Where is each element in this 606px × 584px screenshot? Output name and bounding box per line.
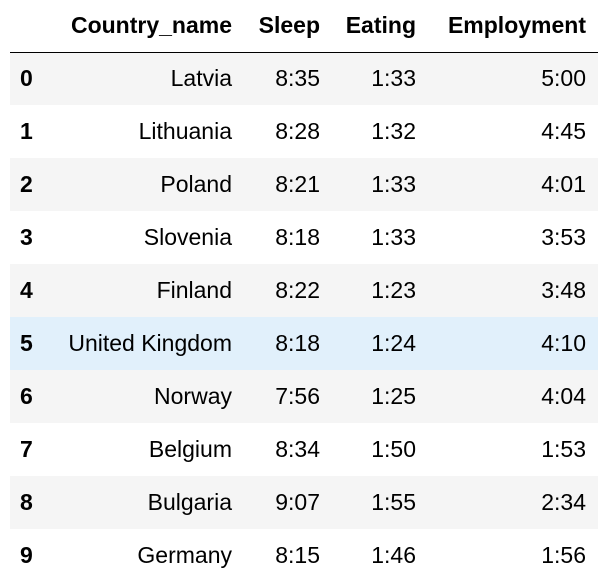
cell-eating: 1:24 bbox=[371, 330, 416, 356]
cell-sleep: 8:21 bbox=[275, 171, 320, 197]
cell-employment: 4:04 bbox=[541, 383, 586, 409]
cell-country-name: Finland bbox=[156, 277, 232, 303]
row-index: 9 bbox=[20, 542, 33, 568]
cell-country-name: Latvia bbox=[170, 65, 232, 92]
cell-sleep: 8:34 bbox=[275, 436, 320, 462]
index-header bbox=[10, 0, 48, 53]
cell-employment: 4:01 bbox=[541, 171, 586, 197]
column-header-eating: Eating bbox=[332, 0, 428, 53]
table-row: 6 Norway 7:56 1:25 4:04 bbox=[10, 370, 598, 423]
cell-employment: 1:53 bbox=[541, 436, 586, 462]
cell-eating: 1:23 bbox=[371, 277, 416, 303]
cell-eating: 1:25 bbox=[371, 383, 416, 409]
row-index: 4 bbox=[20, 277, 33, 303]
cell-country-name: Belgium bbox=[148, 436, 232, 462]
row-index: 6 bbox=[20, 383, 33, 409]
cell-eating: 1:46 bbox=[371, 542, 416, 568]
cell-eating: 1:50 bbox=[371, 436, 416, 462]
cell-sleep: 8:15 bbox=[275, 542, 320, 568]
data-table: Country_name Sleep Eating Employment 0 La… bbox=[10, 0, 598, 582]
table-row: 2 Poland 8:21 1:33 4:01 bbox=[10, 158, 598, 211]
cell-country-name: Poland bbox=[160, 171, 232, 197]
table-header: Country_name Sleep Eating Employment bbox=[10, 0, 598, 53]
cell-employment: 4:10 bbox=[541, 330, 586, 356]
cell-eating: 1:33 bbox=[371, 224, 416, 250]
cell-sleep: 8:28 bbox=[275, 118, 320, 144]
row-index: 1 bbox=[20, 118, 33, 144]
cell-employment: 1:56 bbox=[541, 542, 586, 568]
row-index: 5 bbox=[20, 330, 33, 356]
cell-sleep: 7:56 bbox=[275, 383, 320, 409]
row-index: 2 bbox=[20, 171, 33, 197]
table-body: 0 Latvia 8:35 1:33 5:00 1 Lithuania 8:28 1:32 4:4… bbox=[10, 52, 598, 582]
cell-sleep: 8:35 bbox=[275, 65, 320, 92]
cell-country-name: United Kingdom bbox=[68, 330, 232, 356]
cell-employment: 3:48 bbox=[541, 277, 586, 303]
row-index: 0 bbox=[20, 65, 33, 92]
column-header-sleep: Sleep bbox=[244, 0, 332, 53]
table-row: 8 Bulgaria 9:07 1:55 2:34 bbox=[10, 476, 598, 529]
table-row: 5 United Kingdom 8:18 1:24 4:10 bbox=[10, 317, 598, 370]
row-index: 7 bbox=[20, 436, 33, 462]
cell-employment: 4:45 bbox=[541, 118, 586, 144]
cell-country-name: Germany bbox=[137, 542, 232, 568]
table-row: 1 Lithuania 8:28 1:32 4:45 bbox=[10, 105, 598, 158]
column-header-employment: Employment bbox=[428, 0, 598, 53]
cell-sleep: 8:22 bbox=[275, 277, 320, 303]
cell-country-name: Norway bbox=[154, 383, 232, 409]
cell-eating: 1:32 bbox=[371, 118, 416, 144]
cell-employment: 5:00 bbox=[541, 65, 586, 92]
cell-country-name: Bulgaria bbox=[147, 489, 232, 515]
table-row: 0 Latvia 8:35 1:33 5:00 bbox=[10, 52, 598, 105]
row-index: 8 bbox=[20, 489, 33, 515]
cell-sleep: 8:18 bbox=[275, 330, 320, 356]
table-row: 7 Belgium 8:34 1:50 1:53 bbox=[10, 423, 598, 476]
table-row: 4 Finland 8:22 1:23 3:48 bbox=[10, 264, 598, 317]
cell-country-name: Slovenia bbox=[143, 224, 232, 250]
column-header-country-name: Country_name bbox=[48, 0, 244, 53]
cell-eating: 1:55 bbox=[371, 489, 416, 515]
header-row: Country_name Sleep Eating Employment bbox=[10, 0, 598, 53]
cell-employment: 3:53 bbox=[541, 224, 586, 250]
cell-employment: 2:34 bbox=[541, 489, 586, 515]
table-row: 9 Germany 8:15 1:46 1:56 bbox=[10, 529, 598, 582]
table-row: 3 Slovenia 8:18 1:33 3:53 bbox=[10, 211, 598, 264]
row-index: 3 bbox=[20, 224, 33, 250]
cell-sleep: 8:18 bbox=[275, 224, 320, 250]
cell-country-name: Lithuania bbox=[138, 118, 232, 144]
cell-sleep: 9:07 bbox=[275, 489, 320, 515]
cell-eating: 1:33 bbox=[371, 65, 416, 92]
cell-eating: 1:33 bbox=[371, 171, 416, 197]
